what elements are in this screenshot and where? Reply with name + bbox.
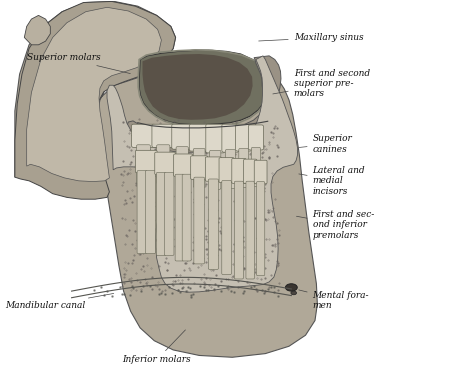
FancyBboxPatch shape bbox=[219, 158, 234, 183]
FancyBboxPatch shape bbox=[156, 172, 166, 255]
FancyBboxPatch shape bbox=[236, 124, 252, 151]
FancyBboxPatch shape bbox=[164, 172, 174, 255]
FancyBboxPatch shape bbox=[136, 150, 157, 173]
FancyBboxPatch shape bbox=[244, 159, 257, 183]
FancyBboxPatch shape bbox=[222, 180, 231, 275]
Ellipse shape bbox=[285, 284, 297, 291]
FancyBboxPatch shape bbox=[232, 158, 246, 183]
FancyBboxPatch shape bbox=[256, 182, 265, 276]
FancyBboxPatch shape bbox=[193, 148, 205, 187]
FancyBboxPatch shape bbox=[208, 179, 219, 269]
FancyBboxPatch shape bbox=[172, 124, 192, 149]
Text: Superior molars: Superior molars bbox=[27, 53, 130, 73]
Polygon shape bbox=[24, 15, 50, 45]
Polygon shape bbox=[15, 1, 175, 199]
FancyBboxPatch shape bbox=[239, 148, 248, 187]
Polygon shape bbox=[107, 56, 298, 292]
FancyBboxPatch shape bbox=[210, 150, 221, 189]
Text: First and sec-
ond inferior
premolars: First and sec- ond inferior premolars bbox=[296, 210, 375, 240]
Polygon shape bbox=[27, 7, 161, 182]
FancyBboxPatch shape bbox=[173, 154, 192, 176]
Polygon shape bbox=[15, 1, 318, 357]
FancyBboxPatch shape bbox=[205, 157, 221, 181]
Polygon shape bbox=[139, 50, 269, 125]
FancyBboxPatch shape bbox=[222, 124, 239, 152]
Polygon shape bbox=[126, 56, 281, 170]
FancyBboxPatch shape bbox=[194, 177, 204, 264]
FancyBboxPatch shape bbox=[156, 145, 170, 184]
FancyBboxPatch shape bbox=[248, 125, 264, 150]
Text: Mental fora-
men: Mental fora- men bbox=[299, 290, 369, 310]
FancyBboxPatch shape bbox=[175, 174, 184, 261]
Text: Lateral and
medial
incisors: Lateral and medial incisors bbox=[299, 166, 365, 196]
FancyBboxPatch shape bbox=[132, 124, 155, 147]
FancyBboxPatch shape bbox=[176, 146, 188, 186]
FancyBboxPatch shape bbox=[206, 124, 225, 153]
FancyBboxPatch shape bbox=[254, 160, 267, 184]
Text: Maxillary sinus: Maxillary sinus bbox=[259, 33, 364, 42]
Text: Superior
canines: Superior canines bbox=[299, 134, 352, 154]
FancyBboxPatch shape bbox=[182, 174, 191, 261]
FancyBboxPatch shape bbox=[137, 145, 150, 184]
FancyBboxPatch shape bbox=[189, 124, 209, 151]
FancyBboxPatch shape bbox=[234, 181, 244, 279]
FancyBboxPatch shape bbox=[191, 156, 208, 179]
FancyBboxPatch shape bbox=[146, 170, 155, 254]
Text: Mandibular canal: Mandibular canal bbox=[5, 293, 114, 310]
FancyBboxPatch shape bbox=[137, 170, 147, 254]
Ellipse shape bbox=[291, 291, 297, 295]
FancyBboxPatch shape bbox=[155, 152, 175, 175]
Polygon shape bbox=[143, 54, 253, 120]
FancyBboxPatch shape bbox=[152, 124, 174, 147]
FancyBboxPatch shape bbox=[251, 147, 260, 186]
FancyBboxPatch shape bbox=[246, 181, 255, 279]
Text: Inferior molars: Inferior molars bbox=[122, 330, 191, 365]
FancyBboxPatch shape bbox=[225, 149, 236, 189]
Text: First and second
superior pre-
molars: First and second superior pre- molars bbox=[273, 69, 370, 98]
